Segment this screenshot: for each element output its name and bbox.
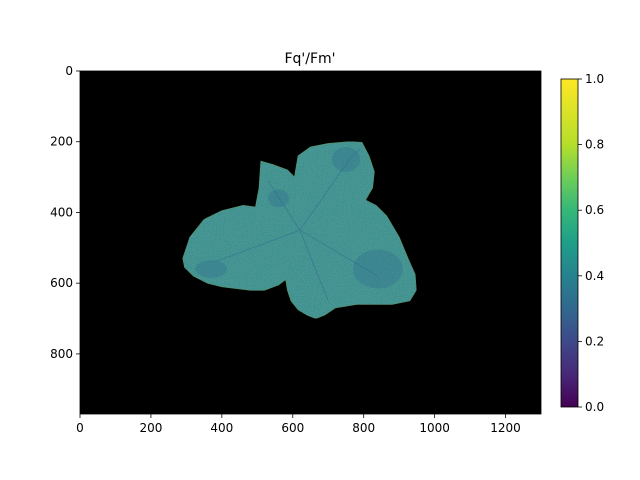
x-tick-label: 400 <box>210 421 233 435</box>
axes-frame <box>79 70 542 415</box>
leaf-vein <box>299 229 329 302</box>
x-tick-label: 600 <box>281 421 304 435</box>
leaf-veins <box>195 147 403 302</box>
y-tick-label: 0 <box>65 64 73 78</box>
leaf-vein <box>299 159 350 231</box>
colorbar-tick-label: 0.2 <box>585 334 604 348</box>
colorbar-tick-label: 0.4 <box>585 269 604 283</box>
colorbar-tick-label: 0.6 <box>585 203 604 217</box>
chart-title: Fq'/Fm' <box>284 51 335 67</box>
leaf-vein <box>267 180 301 231</box>
y-tick-label: 800 <box>50 347 73 361</box>
leaf-vein <box>349 148 361 160</box>
leaf-low-zone <box>267 189 290 208</box>
x-tick-label: 800 <box>352 421 375 435</box>
y-tick-label: 400 <box>50 205 73 219</box>
colorbar-tick-label: 1.0 <box>585 72 604 86</box>
leaf-low-zone <box>353 249 403 289</box>
colorbar-tick-label: 0.8 <box>585 138 604 152</box>
leaf-low-zone <box>331 147 361 172</box>
x-tick-label: 200 <box>139 421 162 435</box>
x-tick-label: 1000 <box>419 421 450 435</box>
x-tick-label: 0 <box>76 421 84 435</box>
x-axis: 0 200 400 600 800 1000 1200 <box>76 414 521 435</box>
colorbar-axis: 0.0 0.2 0.4 0.6 0.8 1.0 <box>578 72 604 414</box>
y-axis: 0 200 400 600 800 <box>50 64 80 361</box>
leaf-low-zone <box>195 260 228 278</box>
y-tick-label: 600 <box>50 276 73 290</box>
colorbar-tick-label: 0.0 <box>585 400 604 414</box>
leaf-vein <box>214 229 301 263</box>
y-tick-label: 200 <box>50 135 73 149</box>
x-tick-label: 1200 <box>490 421 521 435</box>
leaf-vein <box>299 229 379 277</box>
colorbar <box>560 78 579 408</box>
